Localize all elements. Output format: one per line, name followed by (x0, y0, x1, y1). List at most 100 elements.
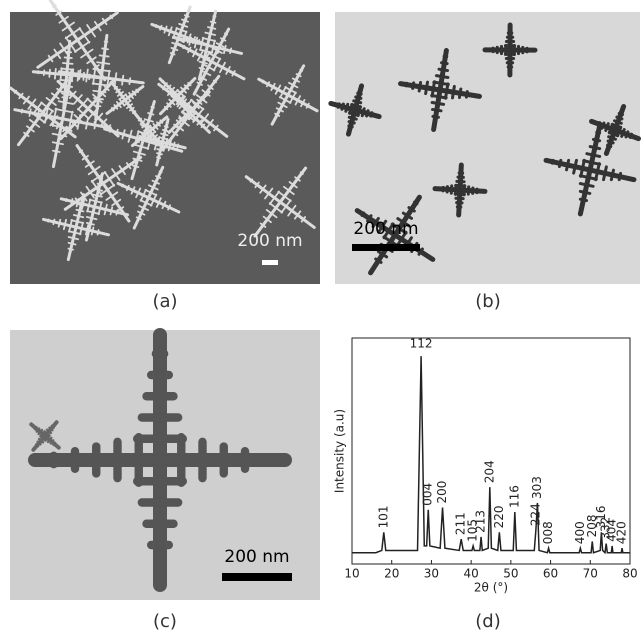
branch (173, 143, 174, 148)
branch (413, 83, 414, 89)
x-tick-label: 80 (622, 567, 637, 581)
branch (442, 63, 448, 64)
branch (15, 91, 17, 93)
branch (230, 48, 231, 53)
scale-bar (352, 244, 420, 251)
peak-label: 200 (435, 481, 449, 504)
branch (213, 16, 215, 17)
branch (611, 170, 613, 179)
x-tick-label: 30 (424, 567, 439, 581)
peak-label: 004 (421, 483, 435, 506)
branch (129, 78, 130, 84)
branch (79, 70, 80, 79)
caption: (c) (153, 611, 177, 632)
branch (607, 145, 610, 146)
branch (455, 190, 466, 191)
x-axis-label: 2θ (°) (474, 581, 508, 595)
branch (157, 153, 162, 154)
branch (61, 69, 73, 70)
branch (53, 220, 54, 225)
scale-bar (222, 573, 292, 581)
branch (48, 220, 49, 222)
peak-label: 213 (474, 510, 488, 533)
y-axis-label: Intensity (a.u) (333, 409, 347, 493)
branch (183, 46, 184, 48)
branch (619, 173, 620, 179)
x-tick-label: 60 (543, 567, 558, 581)
branch (36, 445, 38, 447)
branch (371, 113, 372, 116)
branch (192, 81, 193, 82)
branch (33, 426, 34, 427)
branch (602, 123, 604, 128)
x-tick-label: 70 (583, 567, 598, 581)
x-tick-label: 50 (503, 567, 518, 581)
branch (559, 160, 560, 166)
branch (35, 427, 37, 429)
peak-label: 204 (482, 460, 496, 483)
branch (419, 82, 420, 91)
branch (49, 70, 50, 77)
branch (459, 89, 460, 98)
peak-label: 112 (410, 337, 433, 351)
branch (87, 229, 92, 230)
branch (595, 122, 596, 124)
branch (102, 48, 108, 49)
x-tick-label: 40 (464, 567, 479, 581)
branch (346, 104, 348, 111)
branch (122, 76, 123, 85)
branch (356, 97, 361, 98)
branch (433, 116, 439, 117)
scale-label: 200 nm (353, 219, 418, 239)
branch (188, 11, 190, 12)
branch (200, 68, 205, 69)
branch (140, 88, 141, 89)
branch (177, 144, 178, 147)
branch (439, 69, 448, 70)
branch (165, 126, 168, 127)
branch (66, 199, 67, 201)
x-tick-label: 20 (384, 567, 399, 581)
branch (160, 171, 162, 172)
branch (362, 213, 364, 215)
branch (164, 119, 165, 120)
peak-label: 303 (530, 476, 544, 499)
peak-label: 101 (376, 505, 390, 528)
branch (22, 109, 23, 112)
branch (65, 57, 72, 58)
branch (55, 69, 56, 79)
scale-label: 200 nm (237, 231, 302, 251)
peak-label: 008 (541, 521, 555, 544)
branch (29, 109, 30, 116)
branch (163, 130, 168, 131)
branch (622, 110, 624, 111)
branch (162, 81, 163, 82)
branch (225, 33, 227, 34)
branch (100, 55, 109, 56)
peak-label: 420 (615, 521, 629, 544)
branch (552, 160, 553, 163)
scale-label: 200 nm (224, 547, 289, 567)
branch (436, 76, 447, 78)
scale-bar (262, 260, 278, 265)
branch (567, 160, 569, 169)
branch (597, 132, 600, 133)
branch (619, 113, 622, 114)
peak-label: 116 (507, 485, 521, 508)
branch (354, 101, 361, 103)
branch (593, 139, 599, 140)
branch (590, 147, 599, 149)
branch (617, 117, 622, 119)
branch (53, 151, 60, 152)
branch (426, 82, 428, 93)
branch (338, 104, 339, 107)
caption: (d) (475, 611, 500, 632)
branch (626, 132, 628, 137)
branch (68, 249, 73, 250)
branch (151, 107, 154, 108)
figure: 200 nm (a) 200 nm (b) 200 nm (c) Intensi… (0, 0, 642, 635)
branch (432, 103, 443, 105)
branch (580, 199, 586, 200)
branch (63, 63, 73, 64)
